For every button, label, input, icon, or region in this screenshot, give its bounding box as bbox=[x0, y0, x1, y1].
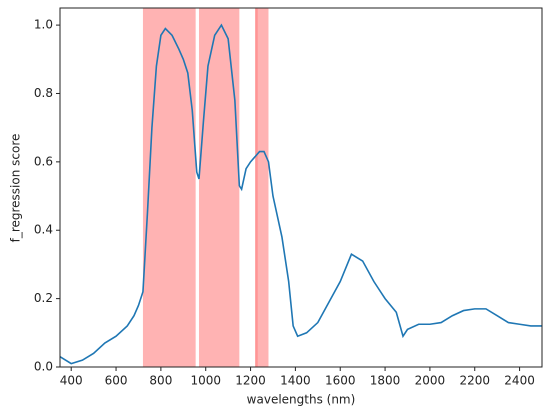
plot-frame bbox=[59, 7, 543, 368]
y-tick-label: 0.6 bbox=[34, 154, 53, 168]
x-tick-label: 1600 bbox=[325, 374, 356, 388]
x-tick-label: 600 bbox=[105, 374, 128, 388]
highlight-band bbox=[255, 8, 269, 367]
x-tick-label: 1200 bbox=[235, 374, 266, 388]
highlight-band bbox=[255, 8, 258, 367]
highlight-band bbox=[198, 8, 240, 367]
y-tick-label: 0.8 bbox=[34, 86, 53, 100]
y-tick-label: 0.4 bbox=[34, 223, 53, 237]
y-tick-label: 1.0 bbox=[34, 18, 53, 32]
x-tick-label: 1000 bbox=[190, 374, 221, 388]
x-tick-label: 400 bbox=[60, 374, 83, 388]
x-tick-label: 2000 bbox=[415, 374, 446, 388]
y-tick-label: 0.2 bbox=[34, 291, 53, 305]
x-tick-label: 1800 bbox=[370, 374, 401, 388]
y-tick-label: 0.0 bbox=[34, 360, 53, 374]
y-axis-label: f_regression score bbox=[9, 134, 23, 243]
x-tick-label: 2400 bbox=[504, 374, 535, 388]
highlight-band bbox=[142, 8, 196, 367]
x-tick-label: 1400 bbox=[280, 374, 311, 388]
x-axis-label: wavelengths (nm) bbox=[247, 393, 356, 407]
data-line bbox=[59, 23, 542, 365]
x-tick-label: 2200 bbox=[459, 374, 490, 388]
x-tick-label: 800 bbox=[149, 374, 172, 388]
